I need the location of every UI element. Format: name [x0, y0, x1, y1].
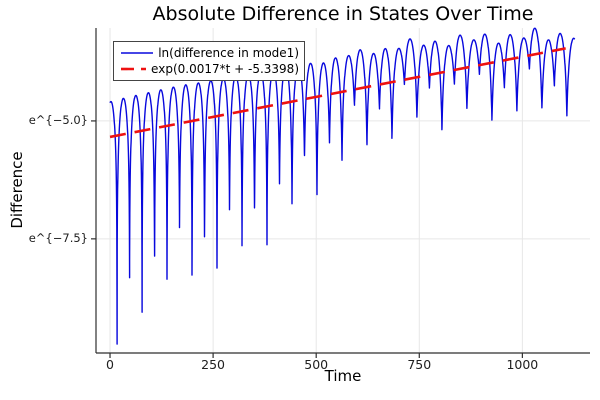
- chart-title: Absolute Difference in States Over Time: [152, 3, 534, 25]
- x-axis-label: Time: [324, 367, 362, 385]
- legend: ln(difference in mode1) exp(0.0017*t + -…: [113, 41, 305, 81]
- legend-label-fit: exp(0.0017*t + -5.3398): [151, 62, 299, 77]
- legend-swatch-solid-line: [121, 51, 154, 54]
- legend-item-series: ln(difference in mode1): [119, 46, 299, 60]
- x-tick-label: 750: [407, 357, 432, 372]
- x-tick-label: 1000: [506, 357, 539, 372]
- legend-label-series: ln(difference in mode1): [158, 45, 299, 60]
- x-tick-label: 500: [304, 357, 329, 372]
- legend-swatch-dashed-line: [121, 68, 147, 71]
- y-tick-label: e^{−7.5}: [28, 230, 88, 245]
- blue-series-path: [109, 27, 576, 345]
- y-tick-label: e^{−5.0}: [28, 112, 88, 127]
- fit-line-path: [109, 47, 566, 139]
- x-tick-label: 250: [201, 357, 226, 372]
- legend-item-fit: exp(0.0017*t + -5.3398): [119, 62, 299, 76]
- x-tick-label: 0: [106, 357, 114, 372]
